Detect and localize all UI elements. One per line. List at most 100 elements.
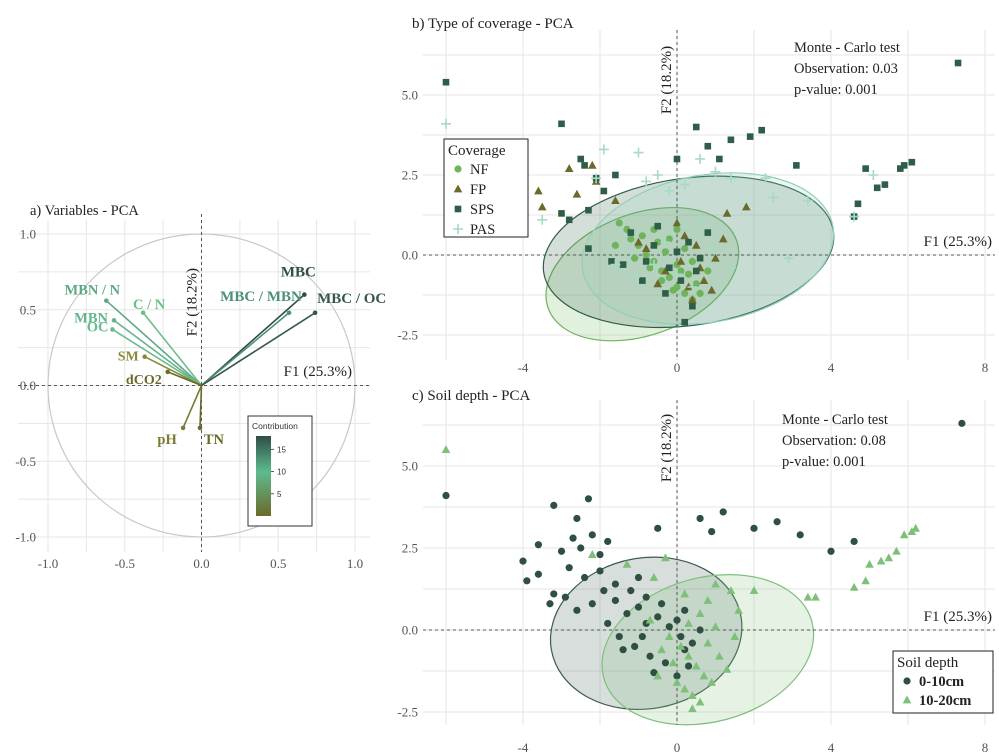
variable-label: MBC / OC	[317, 291, 386, 307]
panel-b-y-tick-label: 0.0	[402, 248, 418, 263]
loading-arrow-line	[200, 312, 290, 387]
loading-arrow-line	[113, 319, 202, 387]
panel-b-point-sps	[673, 155, 681, 163]
panel-c-point-010cm	[658, 600, 666, 608]
panel-b-x-axis-label: F1 (25.3%)	[924, 234, 992, 250]
panel-c-point-010cm	[442, 491, 450, 500]
panel-b-point-sps	[758, 126, 765, 134]
panel-b-point-sps	[612, 171, 619, 179]
panel-b-point-sps	[585, 245, 592, 252]
panel-b-point-sps	[692, 267, 700, 275]
panel-c-point-1020cm	[884, 553, 894, 562]
panel-c-point-010cm	[623, 610, 631, 618]
panel-c-legend-title: Soil depth	[897, 655, 959, 671]
panel-a-variables-pca: a) Variables - PCA -1.0 -0.5 0.0 0.5 1.0 -1.0 -…	[15, 203, 386, 571]
panel-c-point-010cm	[750, 524, 758, 532]
panel-b-point-sps	[681, 318, 688, 326]
panel-b-point-nf	[688, 257, 697, 265]
panel-b-point-nf	[642, 251, 650, 259]
variable-label: MBC	[281, 265, 316, 281]
panel-c-point-010cm	[661, 659, 670, 667]
loading-arrow-line	[112, 328, 202, 387]
panel-c-point-010cm	[565, 564, 573, 572]
panel-b-point-pas	[610, 259, 621, 270]
panel-b-point-nf	[673, 225, 681, 233]
loading-arrow-line	[105, 300, 203, 387]
variable-label: C / N	[133, 297, 166, 313]
panel-c-point-010cm	[654, 524, 662, 532]
panel-b-point-pas	[710, 166, 721, 177]
panel-b-y-axis-label: F2 (18.2%)	[659, 46, 675, 114]
panel-c-point-010cm	[519, 557, 527, 565]
loading-arrow-line	[142, 312, 203, 387]
panel-b-point-sps	[627, 229, 635, 236]
panel-c-point-010cm	[534, 541, 543, 549]
panel-c-point-010cm	[650, 669, 658, 677]
panel-b-point-pas	[687, 282, 698, 292]
panel-b-coverage-pca: -4 0 4 8 -2.5 0.0 2.5 5.0 b) Type of coverage - …	[397, 16, 995, 375]
panel-c-point-1020cm	[691, 661, 701, 670]
panel-b-point-pas	[598, 144, 609, 155]
panel-b-legend-marker	[453, 184, 463, 193]
panel-c-point-1020cm	[876, 556, 886, 565]
panel-b-point-sps	[692, 123, 700, 131]
panel-c-y-tick-label: 5.0	[402, 459, 418, 474]
panel-b-point-nf	[661, 248, 670, 256]
panel-c-point-010cm	[604, 537, 612, 546]
panel-c-point-010cm	[673, 672, 681, 680]
panel-b-legend-label: NF	[470, 162, 489, 178]
panel-c-point-1020cm	[703, 595, 713, 604]
panel-c-point-1020cm	[722, 664, 732, 673]
panel-b-point-sps	[954, 59, 962, 67]
panel-b-point-sps	[639, 277, 646, 284]
panel-b-point-pas	[660, 237, 671, 248]
panel-b-point-sps	[577, 155, 585, 163]
panel-a-y-tick-label: 0.0	[20, 378, 36, 393]
panel-c-title: c) Soil depth - PCA	[412, 388, 530, 404]
panel-c-point-010cm	[665, 623, 673, 631]
variable-label: SM	[118, 350, 139, 365]
panel-c-point-010cm	[673, 616, 681, 624]
panel-c-point-1020cm	[730, 632, 740, 640]
panel-b-point-fp	[742, 202, 751, 211]
loading-arrow-tip	[197, 425, 203, 431]
panel-b-point-sps	[704, 142, 712, 150]
panel-a-y-axis-label: F2 (18.2%)	[185, 268, 201, 336]
panel-c-x-tick-label: -4	[518, 740, 529, 755]
panel-b-point-pas	[625, 246, 636, 257]
panel-b-point-pas	[768, 192, 779, 203]
panel-c-legend-marker	[903, 677, 911, 685]
panel-c-point-010cm	[627, 587, 635, 595]
panel-b-point-sps	[854, 200, 862, 208]
panel-c-monte-carlo-annotation: p-value: 0.001	[782, 454, 866, 470]
panel-c-point-010cm	[619, 646, 627, 654]
panel-c-point-1020cm	[672, 677, 682, 686]
panel-c-point-010cm	[958, 419, 966, 427]
panel-b-point-nf	[681, 289, 689, 297]
panel-b-point-pas	[849, 211, 860, 222]
panel-c-point-1020cm	[711, 579, 720, 588]
panel-b-point-fp	[634, 237, 643, 246]
panel-b-legend-marker	[454, 205, 462, 213]
panel-b-legend-label: FP	[470, 182, 486, 198]
panel-b-point-nf	[631, 254, 639, 262]
panel-c-point-010cm	[708, 528, 716, 536]
panel-c-point-1020cm	[680, 684, 689, 693]
panel-c-point-010cm	[638, 632, 646, 641]
loading-arrow-tip	[312, 310, 318, 316]
panel-c-point-010cm	[577, 544, 585, 552]
panel-c-point-010cm	[615, 632, 623, 641]
panel-b-point-pas	[664, 186, 675, 196]
panel-c-point-1020cm	[688, 691, 697, 699]
panel-c-point-010cm	[654, 613, 662, 621]
panel-c-monte-carlo-annotation: Observation: 0.08	[782, 433, 886, 449]
panel-b-point-sps	[873, 184, 881, 192]
panel-b-point-pas	[648, 259, 659, 270]
panel-b-y-tick-label: 2.5	[402, 168, 418, 183]
panel-c-point-010cm	[677, 632, 685, 641]
panel-c-point-010cm	[569, 534, 577, 542]
panel-c-point-010cm	[546, 600, 554, 608]
panel-b-point-sps	[881, 181, 889, 188]
panel-c-legend-marker	[902, 695, 912, 704]
